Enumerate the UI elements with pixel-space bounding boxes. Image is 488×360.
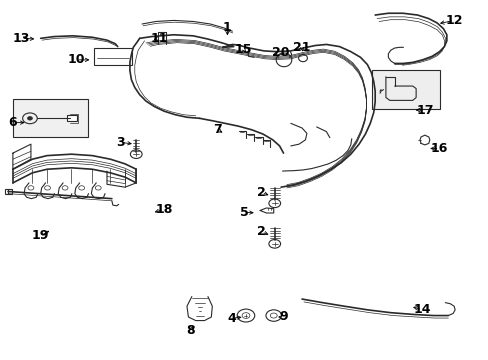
Circle shape: [27, 117, 32, 120]
FancyBboxPatch shape: [371, 70, 439, 109]
Text: 10: 10: [67, 53, 85, 66]
Text: 2: 2: [257, 225, 265, 238]
Text: 20: 20: [272, 46, 289, 59]
Text: 5: 5: [240, 206, 248, 219]
Text: 4: 4: [227, 311, 236, 325]
Text: 3: 3: [116, 136, 124, 149]
FancyBboxPatch shape: [66, 116, 77, 121]
Text: 6: 6: [9, 116, 17, 129]
Text: 11: 11: [150, 32, 167, 45]
Text: 2: 2: [257, 186, 265, 199]
Text: 21: 21: [293, 41, 310, 54]
Text: 14: 14: [413, 303, 430, 316]
FancyBboxPatch shape: [13, 99, 88, 137]
Text: 12: 12: [445, 14, 462, 27]
Text: 8: 8: [186, 324, 195, 337]
Text: 18: 18: [155, 203, 172, 216]
Text: 7: 7: [213, 123, 222, 136]
Text: 19: 19: [32, 229, 49, 242]
Text: 13: 13: [13, 32, 30, 45]
Text: 1: 1: [223, 21, 231, 34]
Text: 16: 16: [430, 142, 447, 155]
FancyBboxPatch shape: [4, 189, 12, 194]
Text: 15: 15: [234, 42, 252, 55]
Text: 17: 17: [415, 104, 433, 117]
Text: 9: 9: [279, 310, 287, 324]
FancyBboxPatch shape: [94, 48, 132, 65]
